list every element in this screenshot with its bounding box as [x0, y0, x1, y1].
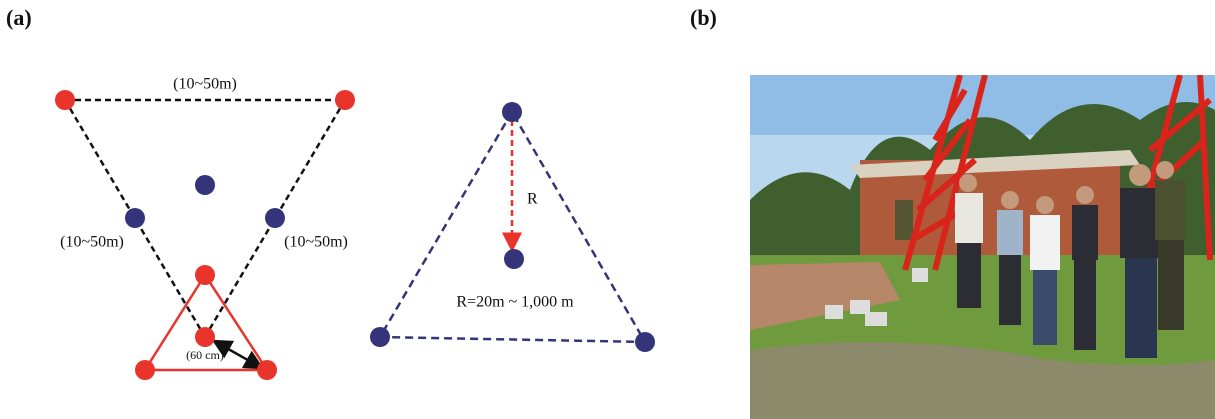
- distance-label: (10~50m): [60, 234, 124, 251]
- field-photo: [750, 75, 1215, 419]
- panel-label: (a): [6, 5, 32, 30]
- panel-label: (b): [690, 5, 717, 30]
- spacing-label: (60 cm): [186, 348, 224, 362]
- radius-range: R=20m ~ 1,000 m: [456, 294, 574, 311]
- distance-label: (10~50m): [173, 76, 237, 93]
- distance-label: (10~50m): [284, 234, 348, 251]
- array-diagram: (10~50m) (10~50m) (10~50m) (60 cm) R R=2…: [55, 76, 655, 380]
- figure: (a) (b) (10~50m) (10~50m) (10~50m) (60 c…: [0, 0, 1215, 419]
- radius-label: R: [527, 191, 538, 208]
